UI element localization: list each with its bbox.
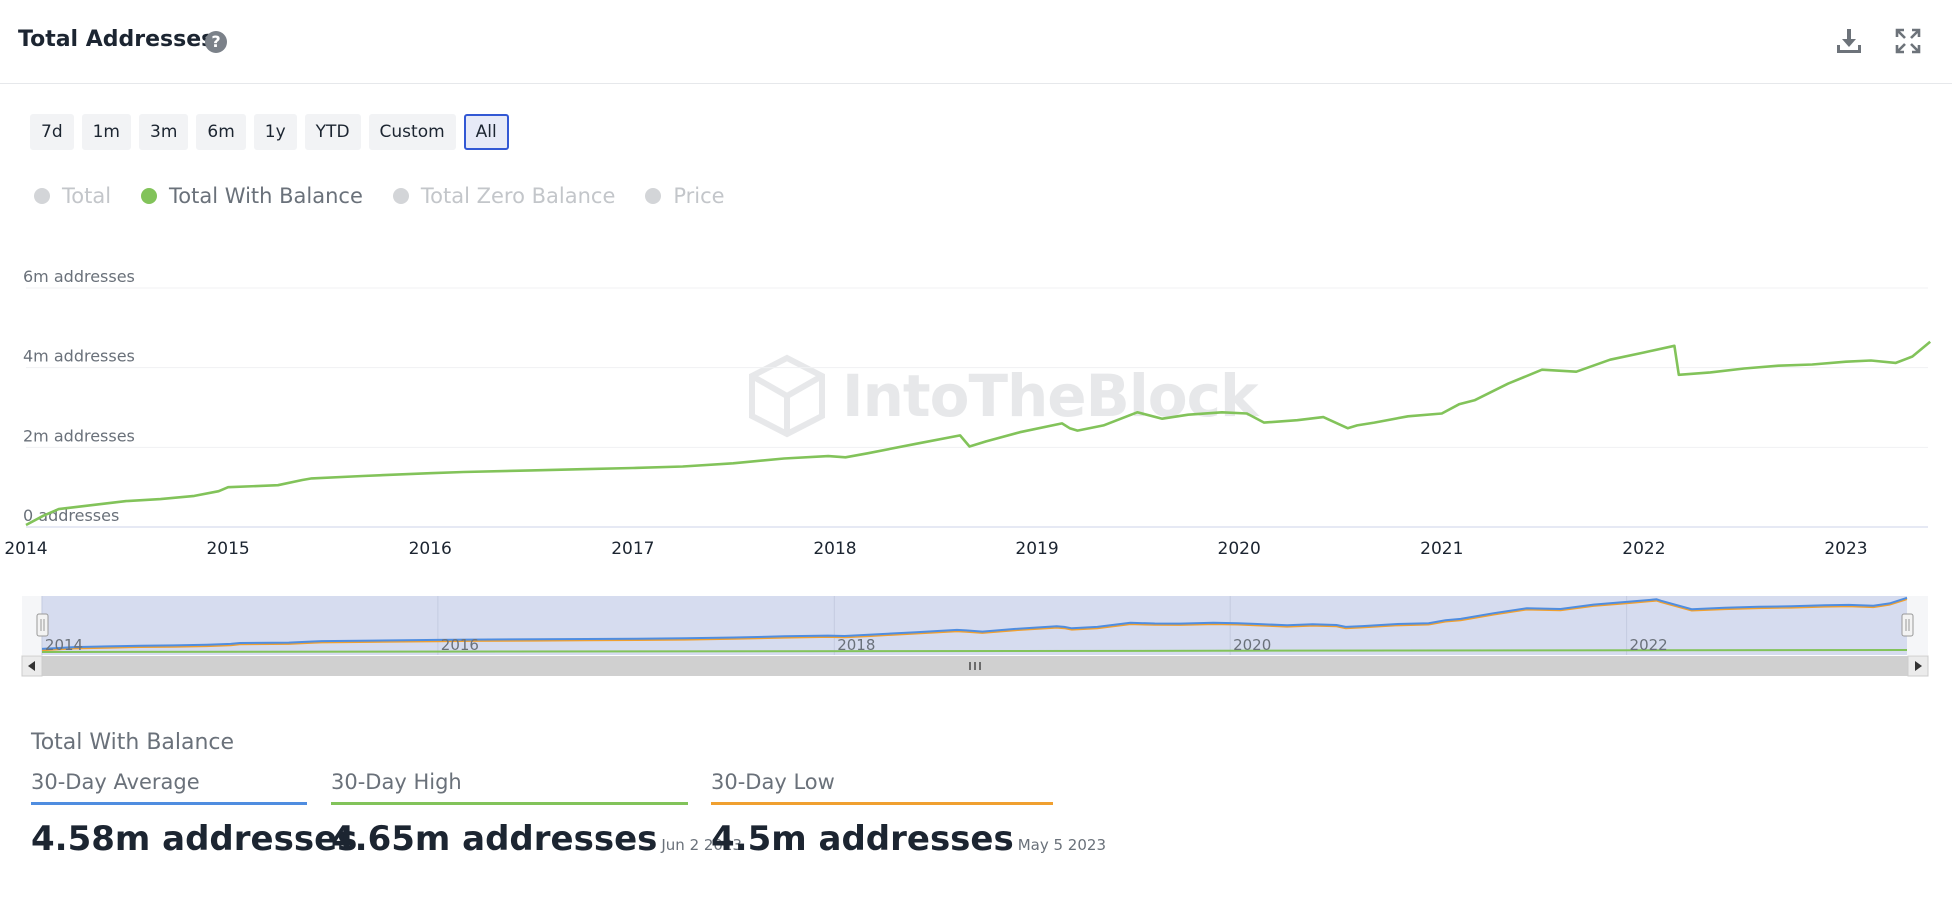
- navigator-tick-label: 2022: [1630, 636, 1668, 654]
- scroll-grip-icon[interactable]: [969, 662, 981, 670]
- legend-label: Total Zero Balance: [420, 184, 616, 208]
- x-tick-label: 2021: [1420, 539, 1463, 559]
- stat-number: 4.58m addresses: [31, 819, 358, 859]
- watermark-text: IntoTheBlock: [842, 362, 1259, 430]
- range-6m-button[interactable]: 6m: [196, 114, 246, 150]
- navigator-tick-label: 2020: [1233, 636, 1271, 654]
- help-icon[interactable]: ?: [205, 31, 227, 53]
- x-tick-label: 2023: [1824, 539, 1867, 559]
- range-custom-button[interactable]: Custom: [368, 114, 456, 150]
- range-1y-button[interactable]: 1y: [253, 114, 297, 150]
- stat-value: 4.65m addresses Jun 2 2023: [331, 819, 742, 859]
- range-7d-button[interactable]: 7d: [30, 114, 74, 150]
- cube-logo-icon: [749, 354, 825, 438]
- stat-30-day-low: 30-Day Low 4.5m addresses May 5 2023: [711, 770, 1106, 859]
- x-tick-label: 2022: [1622, 539, 1665, 559]
- stat-value: 4.5m addresses May 5 2023: [711, 819, 1106, 859]
- x-tick-label: 2019: [1015, 539, 1058, 559]
- range-selector: 7d 1m 3m 6m 1y YTD Custom All: [30, 114, 509, 150]
- stat-30-day-average: 30-Day Average 4.58m addresses: [31, 770, 357, 859]
- navigator-line-green: [41, 649, 1908, 653]
- range-ytd-button[interactable]: YTD: [304, 114, 361, 150]
- stat-30-day-high: 30-Day High 4.65m addresses Jun 2 2023: [331, 770, 742, 859]
- scrollbar[interactable]: [21, 655, 1929, 677]
- main-chart: 0 addresses 2m addresses 4m addresses 6m ad…: [4, 267, 1932, 559]
- navigator-tick-label: 2016: [441, 636, 479, 654]
- stat-number: 4.5m addresses: [711, 819, 1014, 859]
- navigator-left-handle[interactable]: [36, 613, 49, 637]
- x-tick-label: 2015: [206, 539, 249, 559]
- stat-value: 4.58m addresses: [31, 819, 357, 859]
- stats-title: Total With Balance: [31, 730, 235, 755]
- stat-label: 30-Day Average: [31, 770, 307, 805]
- range-3m-button[interactable]: 3m: [139, 114, 189, 150]
- legend-label: Price: [673, 184, 725, 208]
- legend-item-price[interactable]: Price: [645, 184, 725, 208]
- y-tick-label: 0 addresses: [23, 506, 119, 525]
- expand-icon[interactable]: [1893, 26, 1923, 56]
- legend-item-total[interactable]: Total: [34, 184, 111, 208]
- stat-label: 30-Day High: [331, 770, 688, 805]
- stat-number: 4.65m addresses: [331, 819, 658, 859]
- navigator-selection[interactable]: [42, 596, 1907, 655]
- series-line-total-with-balance: [25, 340, 1932, 527]
- legend-dot: [645, 188, 662, 204]
- x-tick-label: 2018: [813, 539, 856, 559]
- legend-dot: [392, 188, 409, 204]
- legend-dot: [141, 188, 158, 204]
- stat-date: May 5 2023: [1017, 836, 1106, 854]
- x-tick-label: 2014: [4, 539, 47, 559]
- legend-label: Total: [62, 184, 112, 208]
- page-title: Total Addresses: [18, 27, 215, 52]
- y-tick-label: 6m addresses: [23, 267, 135, 286]
- x-tick-label: 2017: [611, 539, 654, 559]
- range-1m-button[interactable]: 1m: [81, 114, 131, 150]
- range-all-button[interactable]: All: [463, 114, 509, 150]
- y-tick-label: 4m addresses: [23, 347, 135, 366]
- legend-dot: [34, 188, 50, 204]
- x-tick-label: 2020: [1218, 539, 1261, 559]
- navigator-tick-label: 2018: [837, 636, 875, 654]
- legend-item-total-zero-balance[interactable]: Total Zero Balance: [392, 184, 616, 208]
- navigator-tick-label: 2014: [45, 636, 83, 654]
- legend-label: Total With Balance: [169, 184, 363, 208]
- x-tick-label: 2016: [409, 539, 452, 559]
- chart-legend: Total Total With Balance Total Zero Bala…: [34, 184, 755, 208]
- stat-label: 30-Day Low: [711, 770, 1053, 805]
- y-tick-label: 2m addresses: [23, 426, 135, 445]
- navigator-line-blue: [41, 596, 1908, 650]
- stat-date: Jun 2 2023: [661, 836, 743, 854]
- navigator[interactable]: 2014 2016 2018 2020 2022: [0, 594, 1952, 680]
- header: Total Addresses ?: [0, 0, 1952, 84]
- navigator-line-orange: [41, 598, 1908, 652]
- navigator-right-handle[interactable]: [1901, 613, 1914, 637]
- watermark: IntoTheBlock: [748, 354, 1259, 438]
- download-icon[interactable]: [1834, 26, 1864, 56]
- legend-item-total-with-balance[interactable]: Total With Balance: [141, 184, 363, 208]
